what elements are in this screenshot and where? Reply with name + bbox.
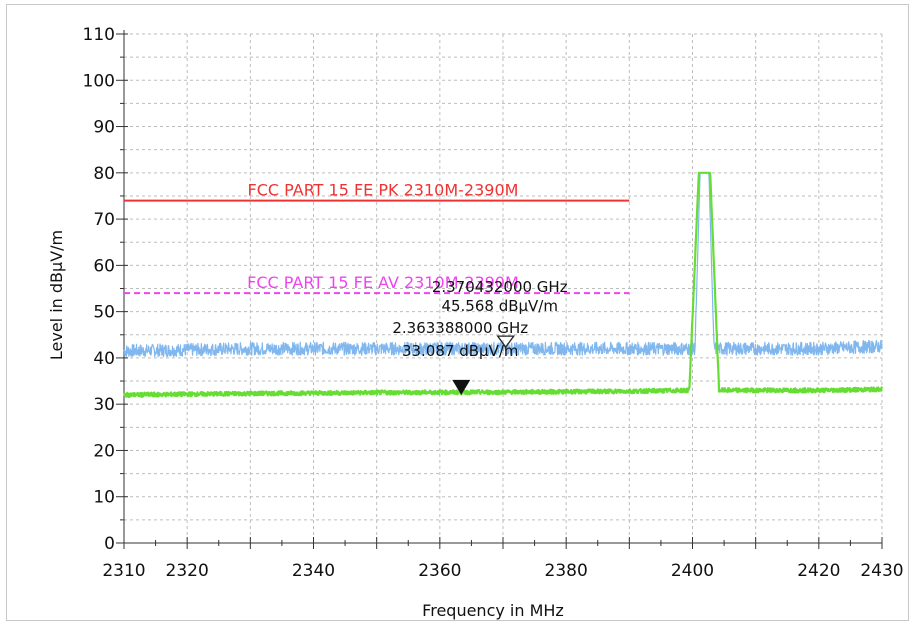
y-tick-labels: 0 10 20 30 40 50 60 70 80 90 100 110: [83, 25, 115, 554]
marker-frequency-label: 2.363388000 GHz: [392, 319, 528, 337]
y-tick-label: 90: [93, 118, 115, 138]
x-tick-label: 2420: [797, 561, 840, 581]
x-axis-title: Frequency in MHz: [422, 601, 564, 620]
y-tick-label: 110: [83, 25, 115, 45]
y-tick-label: 100: [83, 71, 115, 91]
y-tick-label: 60: [93, 256, 115, 276]
y-tick-label: 50: [93, 303, 115, 323]
x-tick-label: 2400: [671, 561, 714, 581]
y-tick-label: 30: [93, 395, 115, 415]
marker-filled-triangle: [452, 379, 471, 395]
series-trace: [123, 171, 884, 398]
x-tick-label: 2430: [860, 561, 903, 581]
marker-level-label: 33.087 dBµV/m: [402, 342, 519, 360]
x-tick-labels: 2310 2320 2340 2360 2380 2400 2420 2430: [102, 561, 903, 581]
x-tick-label: 2320: [166, 561, 209, 581]
x-tick-label: 2360: [418, 561, 461, 581]
x-tick-label: 2310: [102, 561, 145, 581]
x-tick-label: 2380: [545, 561, 588, 581]
marker-level-label: 45.568 dBµV/m: [441, 297, 558, 315]
y-tick-label: 0: [104, 534, 115, 554]
limit-label: FCC PART 15 FE PK 2310M-2390M: [248, 181, 519, 200]
y-tick-label: 70: [93, 210, 115, 230]
marker-open-triangle: [496, 335, 515, 349]
chart-frame: [6, 4, 909, 621]
axes: [116, 30, 883, 549]
marker-frequency-label: 2.370432000 GHz: [432, 278, 568, 296]
y-tick-label: 10: [93, 488, 115, 508]
y-tick-label: 80: [93, 164, 115, 184]
x-tick-label: 2340: [292, 561, 335, 581]
limit-lines: FCC PART 15 FE PK 2310M-2390M FCC PART 15…: [124, 181, 630, 295]
limit-label: FCC PART 15 FE AV 2310M-2390M: [247, 273, 519, 292]
y-axis-title: Level in dBµV/m: [47, 230, 66, 360]
y-tick-label: 20: [93, 441, 115, 461]
y-tick-label: 40: [93, 349, 115, 369]
